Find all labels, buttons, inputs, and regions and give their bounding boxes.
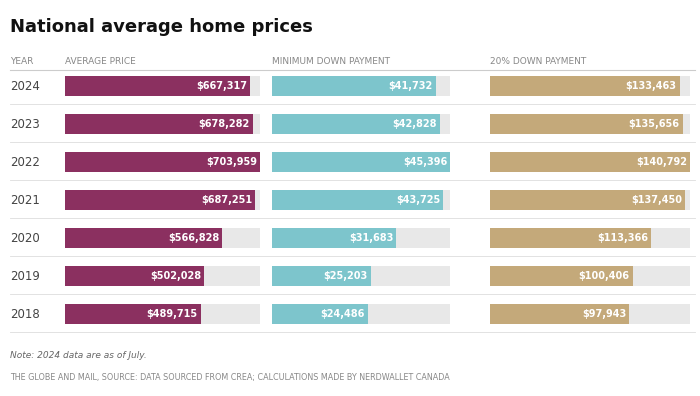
Text: $566,828: $566,828 <box>168 233 219 243</box>
Bar <box>490 114 690 134</box>
Bar <box>490 114 682 134</box>
Bar <box>272 76 450 96</box>
Text: $135,656: $135,656 <box>629 119 680 129</box>
Bar <box>65 76 260 96</box>
Text: 2018: 2018 <box>10 308 40 320</box>
Text: 2019: 2019 <box>10 270 40 282</box>
Bar <box>272 266 371 286</box>
Bar <box>272 152 450 172</box>
Text: $667,317: $667,317 <box>196 81 247 91</box>
Text: $137,450: $137,450 <box>631 195 682 205</box>
Bar <box>65 190 260 210</box>
Bar <box>65 304 201 324</box>
Text: $100,406: $100,406 <box>579 271 629 281</box>
Bar <box>272 114 450 134</box>
Bar <box>65 114 253 134</box>
Text: $687,251: $687,251 <box>201 195 253 205</box>
Bar <box>490 304 690 324</box>
Text: THE GLOBE AND MAIL, SOURCE: DATA SOURCED FROM CREA; CALCULATIONS MADE BY NERDWAL: THE GLOBE AND MAIL, SOURCE: DATA SOURCED… <box>10 373 449 382</box>
Bar <box>65 304 260 324</box>
Bar <box>65 266 260 286</box>
Bar <box>490 76 680 96</box>
Bar <box>272 266 450 286</box>
Bar <box>65 228 260 248</box>
Text: 2023: 2023 <box>10 118 40 131</box>
Bar <box>272 190 443 210</box>
Text: $24,486: $24,486 <box>321 309 365 319</box>
Bar <box>490 304 629 324</box>
Text: 2022: 2022 <box>10 156 40 169</box>
Bar <box>65 228 222 248</box>
Bar <box>490 266 690 286</box>
Text: AVERAGE PRICE: AVERAGE PRICE <box>65 57 136 66</box>
Text: $25,203: $25,203 <box>323 271 368 281</box>
Text: $31,683: $31,683 <box>349 233 393 243</box>
Bar <box>272 228 396 248</box>
Bar <box>490 190 690 210</box>
Text: $97,943: $97,943 <box>582 309 626 319</box>
Bar <box>272 190 450 210</box>
Bar <box>490 266 633 286</box>
Text: $489,715: $489,715 <box>146 309 197 319</box>
Text: $140,792: $140,792 <box>636 157 687 167</box>
Bar <box>272 76 435 96</box>
Bar <box>272 228 450 248</box>
Text: 2024: 2024 <box>10 80 40 93</box>
Text: National average home prices: National average home prices <box>10 18 313 36</box>
Bar <box>490 76 690 96</box>
Text: $502,028: $502,028 <box>150 271 201 281</box>
Bar <box>65 190 256 210</box>
Bar <box>65 152 260 172</box>
Text: $678,282: $678,282 <box>199 119 250 129</box>
Text: $43,725: $43,725 <box>396 195 440 205</box>
Bar <box>65 114 260 134</box>
Text: 2021: 2021 <box>10 194 40 206</box>
Text: $45,396: $45,396 <box>402 157 447 167</box>
Bar <box>490 152 690 172</box>
Text: $113,366: $113,366 <box>597 233 648 243</box>
Bar <box>65 76 250 96</box>
Text: 20% DOWN PAYMENT: 20% DOWN PAYMENT <box>490 57 587 66</box>
Bar <box>65 266 204 286</box>
Text: YEAR: YEAR <box>10 57 34 66</box>
Text: Note: 2024 data are as of July.: Note: 2024 data are as of July. <box>10 351 147 360</box>
Bar <box>490 190 685 210</box>
Bar <box>272 304 368 324</box>
Text: $703,959: $703,959 <box>206 157 257 167</box>
Bar <box>490 228 651 248</box>
Bar <box>272 304 450 324</box>
Text: $133,463: $133,463 <box>626 81 677 91</box>
Bar <box>490 152 690 172</box>
Bar <box>272 114 440 134</box>
Text: 2020: 2020 <box>10 232 40 244</box>
Text: $41,732: $41,732 <box>389 81 433 91</box>
Bar <box>65 152 260 172</box>
Text: MINIMUM DOWN PAYMENT: MINIMUM DOWN PAYMENT <box>272 57 390 66</box>
Bar <box>272 152 450 172</box>
Bar <box>490 228 690 248</box>
Text: $42,828: $42,828 <box>393 119 437 129</box>
